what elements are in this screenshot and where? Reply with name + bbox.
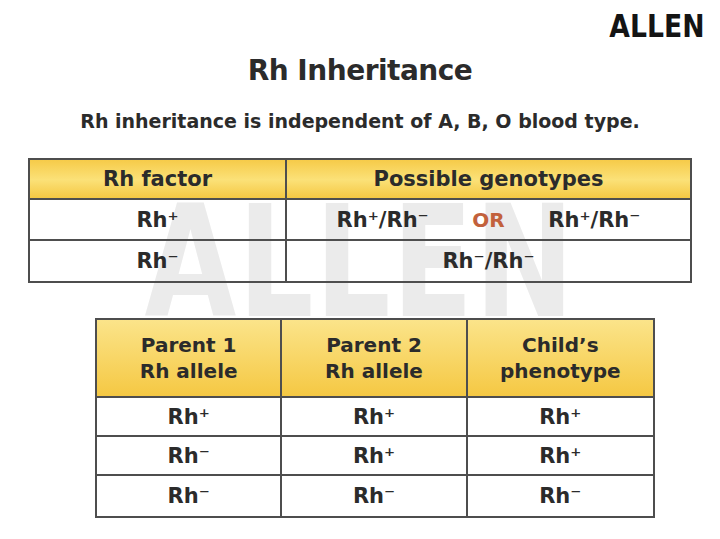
allele-table-header-child: Child’s phenotype [468,320,653,398]
genotype-table-header-possible-genotypes: Possible genotypes [287,160,690,200]
genotype-table-header-rh-factor: Rh factor [30,160,287,200]
page-subtitle: Rh inheritance is independent of A, B, O… [0,110,720,132]
genotype-cell-negative: Rh⁻/Rh⁻ [287,241,690,281]
allele-cell-r3-parent1: Rh⁻ [97,476,282,516]
or-label: OR [472,208,504,232]
allele-table: Parent 1 Rh allele Parent 2 Rh allele Ch… [95,318,655,518]
allele-cell-r2-child: Rh⁺ [468,437,653,476]
allele-cell-r1-parent1: Rh⁺ [97,398,282,437]
genotype-left-value: Rh⁺/Rh⁻ [337,208,429,232]
page-title: Rh Inheritance [0,54,720,87]
allele-cell-r1-child: Rh⁺ [468,398,653,437]
header-parent2-line2: Rh allele [325,358,423,384]
infographic-page: ALLEN ALLEN Rh Inheritance Rh inheritanc… [0,0,720,539]
header-parent1-line1: Parent 1 [141,332,237,358]
rh-factor-cell-negative: Rh⁻ [30,241,287,281]
genotype-right-value: Rh⁺/Rh⁻ [548,208,640,232]
header-parent2-line1: Parent 2 [326,332,422,358]
allele-cell-r2-parent1: Rh⁻ [97,437,282,476]
header-child-line2: phenotype [500,358,621,384]
genotype-cell-positive: Rh⁺/Rh⁻ OR Rh⁺/Rh⁻ [287,200,690,241]
allele-table-header-parent1: Parent 1 Rh allele [97,320,282,398]
allen-logo: ALLEN [609,8,704,45]
allele-table-header-parent2: Parent 2 Rh allele [282,320,467,398]
genotype-table: Rh factor Possible genotypes Rh⁺ Rh⁺/Rh⁻… [28,158,692,283]
rh-factor-cell-positive: Rh⁺ [30,200,287,241]
allele-cell-r3-child: Rh⁻ [468,476,653,516]
allele-cell-r2-parent2: Rh⁺ [282,437,467,476]
allele-cell-r3-parent2: Rh⁻ [282,476,467,516]
header-parent1-line2: Rh allele [140,358,238,384]
header-child-line1: Child’s [522,332,598,358]
allele-cell-r1-parent2: Rh⁺ [282,398,467,437]
